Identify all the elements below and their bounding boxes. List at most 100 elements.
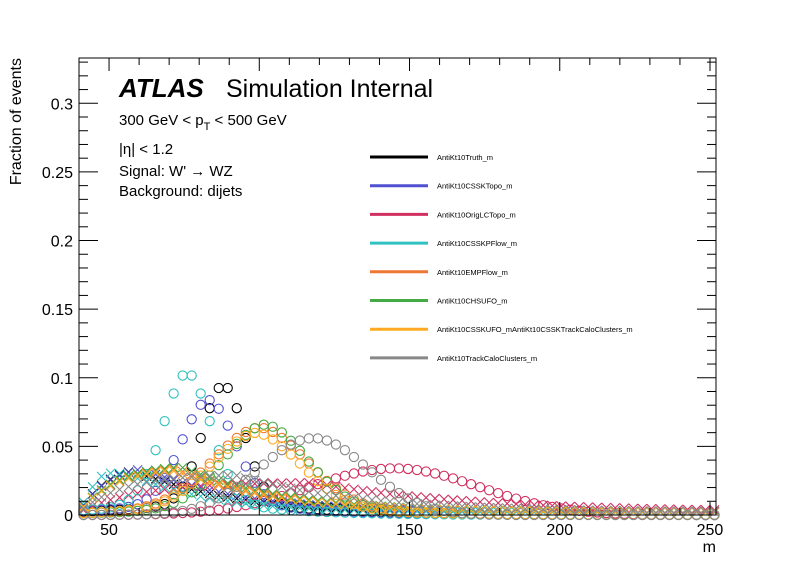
background-label: Background: dijets [119,183,242,200]
y-tick-label: 0 [64,508,73,525]
signal-circle-marker [231,481,242,492]
x-tick-label: 200 [546,522,573,539]
signal-circle-marker [348,498,360,509]
background-x-marker [439,504,449,515]
background-x-marker [682,504,693,515]
signal-circle-marker [168,491,179,502]
signal-circle-marker [285,439,296,450]
signal-circle-marker [330,439,342,450]
background-x-marker [529,504,540,514]
simulation-internal-label: Simulation Internal [226,75,433,103]
legend-label: AntiKt10CSSKTopo_m [437,182,512,191]
background-x-marker [114,474,125,485]
background-x-marker [132,468,143,479]
background-x-marker [412,503,422,514]
background-x-marker [267,490,278,501]
background-x-marker [132,470,143,481]
background-x-marker [222,478,233,489]
background-x-marker [466,506,477,516]
background-x-marker [412,491,422,502]
background-x-marker [466,501,477,512]
atlas-label: ATLAS [118,73,204,103]
series-background-markers [78,466,720,517]
background-x-marker [168,464,179,474]
signal-circle-marker [366,467,378,478]
background-x-marker [322,501,332,511]
background-x-marker [222,480,233,491]
background-x-marker [87,497,98,508]
background-x-marker [502,505,513,516]
background-x-marker [556,506,567,517]
background-x-marker [168,473,179,484]
background-x-marker [195,471,206,482]
background-x-marker [331,501,341,512]
background-x-marker [358,504,368,515]
signal-circle-marker [195,399,206,410]
background-x-marker [240,483,251,493]
background-x-marker [312,488,323,498]
background-x-marker [114,475,125,486]
background-x-marker [664,504,675,515]
legend-label: AntiKt10CSSKUFO_mAntiKt10CSSKTrackCaloCl… [437,325,633,334]
background-x-marker [294,503,305,513]
background-x-marker [421,506,431,517]
background-x-marker [691,504,702,515]
background-x-marker [204,480,215,491]
background-x-marker [204,472,215,483]
signal-circle-marker [303,467,315,478]
signal-circle-marker [123,494,134,506]
background-x-marker [78,503,89,514]
background-x-marker [502,503,513,514]
background-x-marker [448,504,458,515]
legend-item: AntiKt10EMPFlow_m [370,268,508,277]
signal-circle-marker [258,459,269,470]
background-x-marker [105,488,116,498]
signal-circle-marker [195,432,206,444]
background-x-marker [349,484,359,495]
background-x-marker [691,506,702,517]
signal-circle-marker [276,427,287,438]
background-x-marker [150,465,161,475]
background-x-marker [583,505,594,516]
signal-circle-marker [213,403,224,414]
signal-circle-marker [483,485,495,496]
background-x-marker [294,493,305,504]
background-x-marker [385,496,395,507]
background-x-marker [276,490,287,501]
background-x-marker [132,479,143,490]
background-x-marker [114,492,125,503]
background-x-marker [312,495,323,506]
y-tick-label: 0.1 [51,371,73,388]
background-x-marker [538,506,549,517]
signal-circle-marker [177,434,188,445]
x-tick-label: 250 [697,522,724,539]
background-x-marker [637,506,648,516]
background-x-marker [159,463,170,474]
background-x-marker [231,470,242,481]
background-x-marker [276,501,287,512]
background-x-marker [159,466,170,477]
background-x-marker [114,476,125,487]
background-x-marker [168,462,179,473]
signal-circle-marker [195,388,206,399]
background-x-marker [258,490,269,500]
background-x-marker [457,505,467,515]
background-x-marker [394,497,404,508]
background-x-marker [78,502,89,512]
background-x-marker [448,505,458,516]
background-x-marker [231,493,242,504]
background-x-marker [457,501,467,512]
background-x-marker [249,485,260,495]
background-x-marker [87,493,98,503]
background-x-marker [204,485,215,495]
x-axis-label: m [703,539,716,556]
background-x-marker [195,482,206,493]
background-x-marker [619,505,630,516]
background-x-marker [141,467,152,478]
background-x-marker [610,505,621,516]
signal-circle-marker [267,434,278,445]
background-x-marker [159,484,170,495]
plot-frame [78,57,717,516]
background-x-marker [96,492,107,503]
